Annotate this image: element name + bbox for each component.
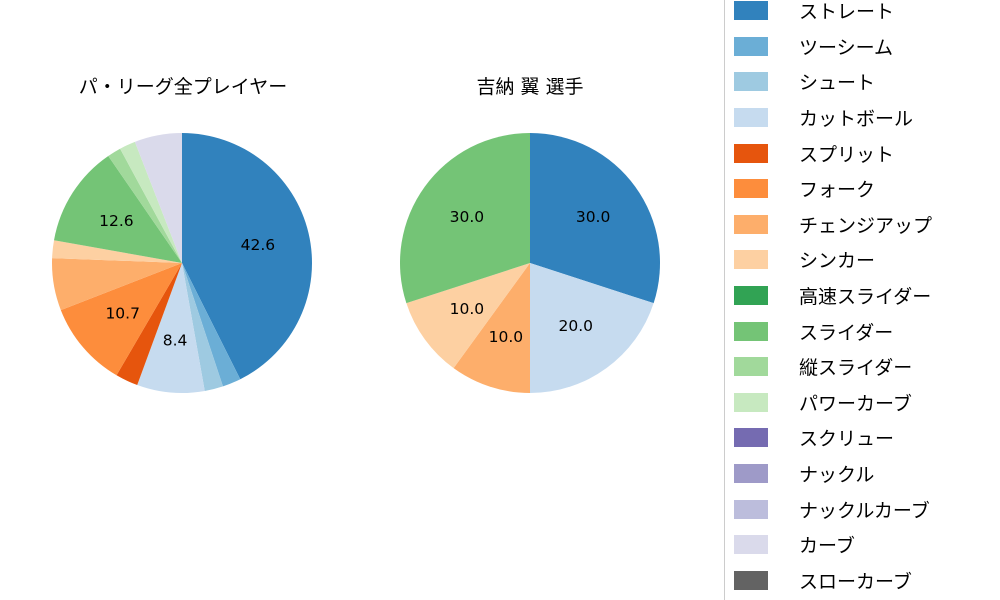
pie-slice-percentage-label: 30.0 xyxy=(450,208,485,226)
left-pie-title: パ・リーグ全プレイヤー xyxy=(78,76,288,98)
legend-label: ナックルカーブ xyxy=(799,499,930,522)
legend-item-15: カーブ xyxy=(734,527,1000,563)
legend-item-2: シュート xyxy=(734,64,1000,100)
legend-label: シュート xyxy=(799,72,876,95)
legend-color-swatch xyxy=(734,286,768,306)
legend-color-swatch xyxy=(734,464,768,484)
pie-slice-カットボール xyxy=(137,263,205,393)
legend-item-6: チェンジアップ xyxy=(734,207,1000,243)
legend-item-16: スローカーブ xyxy=(734,563,1000,599)
legend-color-swatch xyxy=(734,250,768,270)
legend-item-4: スプリット xyxy=(734,135,1000,171)
pie-slice-スプリット xyxy=(116,263,182,386)
pie-slice-percentage-label: 10.0 xyxy=(450,300,485,318)
legend-item-8: 高速スライダー xyxy=(734,278,1000,314)
pie-slice-シンカー xyxy=(52,240,183,263)
legend-item-11: パワーカーブ xyxy=(734,385,1000,421)
legend-color-swatch xyxy=(734,1,768,21)
legend-item-9: スライダー xyxy=(734,313,1000,349)
legend-label: シンカー xyxy=(799,250,876,273)
legend-color-swatch xyxy=(734,499,768,519)
pie-slice-スライダー xyxy=(399,133,530,304)
pie-slice-チェンジアップ xyxy=(51,258,182,311)
legend-color-swatch xyxy=(734,179,768,199)
legend-label: 縦スライダー xyxy=(799,357,913,380)
legend-item-10: 縦スライダー xyxy=(734,349,1000,385)
legend-item-1: ツーシーム xyxy=(734,29,1000,65)
legend-item-0: ストレート xyxy=(734,0,1000,29)
pie-slice-シンカー xyxy=(406,263,530,369)
legend-label: スライダー xyxy=(799,321,894,344)
legend-label: カットボール xyxy=(799,108,914,131)
pie-slice-percentage-label: 30.0 xyxy=(576,208,611,226)
legend-color-swatch xyxy=(734,357,768,377)
legend-label: パワーカーブ xyxy=(799,392,912,415)
pie-slice-チェンジアップ xyxy=(453,263,530,393)
pie-slice-フォーク xyxy=(60,263,182,376)
legend-color-swatch xyxy=(734,214,768,234)
pie-slice-パワーカーブ xyxy=(120,141,182,263)
legend-item-12: スクリュー xyxy=(734,420,1000,456)
pie-slice-percentage-label: 10.7 xyxy=(105,305,140,323)
pie-slice-ストレート xyxy=(182,133,313,380)
legend-color-swatch xyxy=(734,535,768,555)
legend-label: ナックル xyxy=(799,464,875,487)
legend-color-swatch xyxy=(734,143,768,163)
legend-item-13: ナックル xyxy=(734,456,1000,492)
legend-label: スプリット xyxy=(799,143,895,166)
legend-item-3: カットボール xyxy=(734,100,1000,136)
legend-label: スクリュー xyxy=(799,428,895,451)
legend-label: スローカーブ xyxy=(799,570,912,593)
pie-slice-カットボール xyxy=(530,263,654,393)
legend-color-swatch xyxy=(734,428,768,448)
legend-label: ツーシーム xyxy=(799,36,894,59)
pie-chart-league-all-players: 42.6 8.4 10.7 12.6 xyxy=(51,133,313,393)
legend-color-swatch xyxy=(734,321,768,341)
pie-chart-player: 30.0 20.0 10.010.0 30.0 xyxy=(399,133,661,393)
right-pie-title: 吉納 翼 選手 xyxy=(476,76,584,98)
legend-label: 高速スライダー xyxy=(799,286,932,309)
legend-color-swatch xyxy=(734,570,768,590)
legend-item-5: フォーク xyxy=(734,171,1000,207)
pie-slice-縦スライダー xyxy=(108,148,182,263)
pie-slice-percentage-label: 8.4 xyxy=(163,332,188,350)
pie-slice-percentage-label: 12.6 xyxy=(99,212,134,230)
legend-color-swatch xyxy=(734,36,768,56)
pie-slice-percentage-label: 20.0 xyxy=(559,317,594,335)
legend-label: ストレート xyxy=(799,1,895,24)
legend-item-7: シンカー xyxy=(734,242,1000,278)
legend-label: カーブ xyxy=(799,535,855,558)
legend-color-swatch xyxy=(734,72,768,92)
pie-slice-シュート xyxy=(182,263,223,391)
pie-slice-カーブ xyxy=(134,133,182,263)
pie-slice-スライダー xyxy=(54,155,182,263)
legend-label: フォーク xyxy=(799,179,876,202)
pie-slice-percentage-label: 42.6 xyxy=(241,236,276,254)
legend-item-14: ナックルカーブ xyxy=(734,491,1000,527)
legend-color-swatch xyxy=(734,392,768,412)
pie-slice-ツーシーム xyxy=(182,263,241,387)
legend-label: チェンジアップ xyxy=(799,214,933,237)
legend-color-swatch xyxy=(734,108,768,128)
legend: ストレートツーシームシュートカットボール スプリットフォークチェンジアップ シンカー… xyxy=(724,0,1000,600)
pie-slice-ストレート xyxy=(530,133,661,304)
pie-slice-percentage-label: 10.0 xyxy=(489,328,524,346)
